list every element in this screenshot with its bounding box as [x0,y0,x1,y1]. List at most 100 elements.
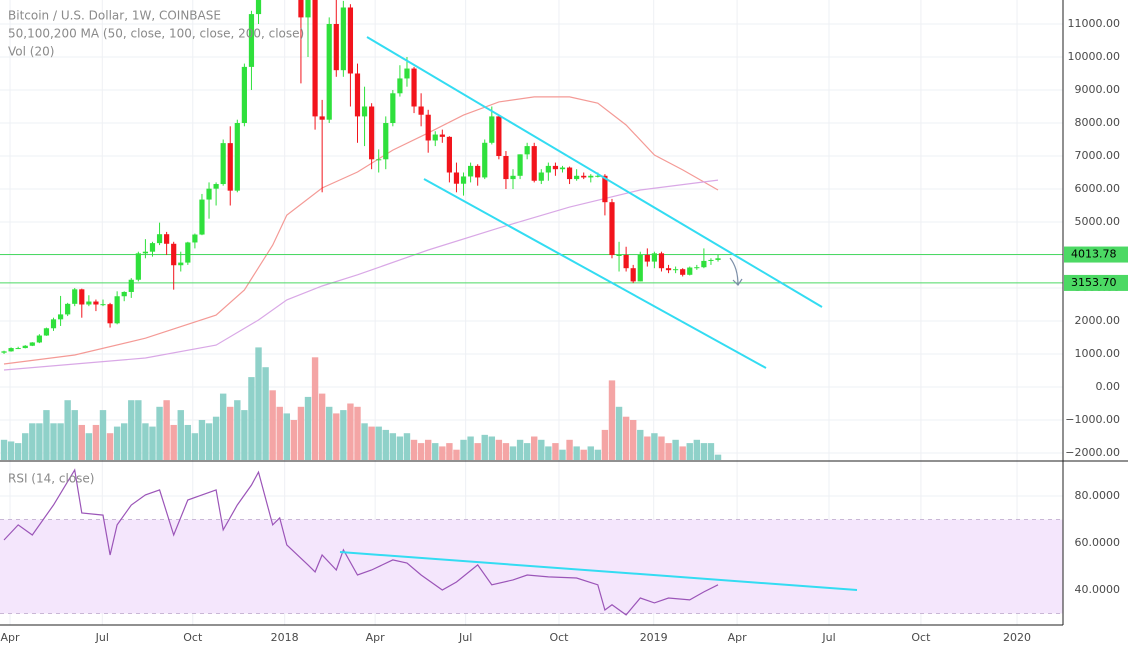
candle-body [369,106,375,160]
candle-body [185,242,191,263]
volume-bar [424,439,432,460]
candle-body [149,243,156,252]
candle-body [453,172,460,184]
candle-body [418,106,424,115]
volume-bar [128,400,135,460]
candle-body [22,345,28,349]
volume-bar [566,439,573,460]
candle-body [644,254,650,262]
volume-bar [43,410,50,460]
candle-body [489,116,495,143]
volume-bar [460,439,467,460]
price-line-label: 3153.70 [1071,276,1117,289]
candle-body [446,136,452,173]
candle-body [326,23,332,120]
candle-body [114,296,120,324]
y-tick-label: 8000.00 [1075,116,1121,129]
candle-body [701,260,707,268]
candle-body [411,68,417,107]
volume-bar [474,443,481,460]
x-tick-label: Apr [366,631,386,644]
volume-bar [686,443,693,460]
candle-body [524,146,530,155]
volume-bar [64,400,71,460]
x-tick-label: Oct [549,631,569,644]
candle-body [156,234,163,244]
volume-bar [121,423,128,460]
arrow [729,257,743,286]
x-tick-label: Jul [95,631,109,644]
candle-body [255,0,262,15]
volume-bar [142,423,149,460]
candle-body [79,289,85,305]
volume-bar [149,426,156,460]
volume-bar [326,406,333,460]
candle-body [531,146,537,181]
moving-average [3,179,719,371]
volume-bar [481,434,488,460]
candle-body [665,268,672,271]
candle-body [333,23,339,71]
candle-body [673,269,679,271]
candle-body [319,116,325,120]
candle-body [609,202,615,255]
volume-bar [198,420,206,460]
candle-body [361,106,368,117]
candle-body [107,304,113,324]
volume-bar [523,443,531,460]
volume-bar [163,400,170,460]
volume-bar [50,423,57,460]
candle-body [581,175,587,178]
volume-bar [608,380,616,460]
candle-body [496,116,502,156]
volume-bar [234,400,241,460]
volume-bar [85,433,93,460]
volume-bar [707,443,715,460]
candle-body [199,199,205,235]
volume-bar [333,413,340,460]
volume-bar [679,446,686,460]
candle-body [588,175,594,178]
y-tick-label: 40.0000 [1075,583,1121,596]
candle-body [164,234,170,244]
volume-bar [135,400,142,460]
candle-body [241,66,247,123]
volume-bar [156,406,163,460]
volume-bar [403,433,411,460]
volume-bar [700,443,708,460]
candle-body [439,134,445,137]
volume-bar [262,367,269,460]
x-tick-label: Oct [911,631,931,644]
volume-bar [354,406,361,460]
candle-body [376,159,382,161]
y-tick-label: 80.0000 [1075,489,1121,502]
volume-bar [516,439,524,460]
candle-body [100,304,106,306]
volume-bar [509,446,517,460]
volume-bar [601,429,609,460]
price-line-label-box [1064,274,1128,291]
candle-body [482,142,488,178]
y-tick-label: 2000.00 [1075,314,1121,327]
volume-bar [184,424,192,460]
candle-body [305,0,311,18]
volume-bar [594,449,602,460]
candle-body [206,188,212,200]
candle-body [517,154,523,176]
volume-bar [318,393,326,460]
candle-body [552,165,559,170]
y-tick-label: 5000.00 [1075,215,1121,228]
volume-bar [417,443,425,460]
candle-body [595,175,601,177]
volume-bar [29,423,36,460]
x-tick-label: Oct [183,631,203,644]
candle-body [623,254,629,269]
chart-title: Bitcoin / U.S. Dollar, 1W, COINBASE [8,9,221,23]
y-tick-label: 11000.00 [1068,17,1121,30]
volume-bar [622,416,630,460]
candle-body [340,7,346,71]
axis-labels: Apr Jul Oct 2018 Apr Jul Oct 2019 Apr Jul Oct 2020 −… [1,17,1128,644]
volume-bar [311,357,319,460]
volume-bar [78,424,85,460]
